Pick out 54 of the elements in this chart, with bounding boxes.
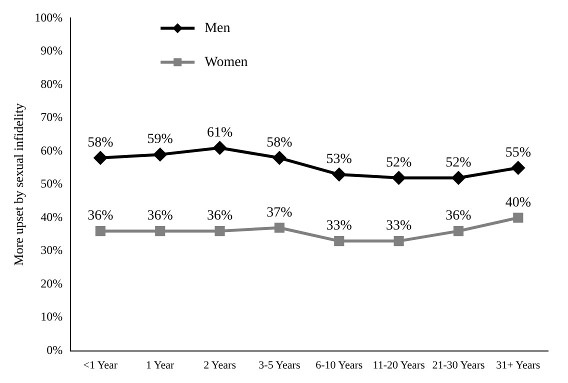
data-label: 58% (266, 136, 293, 151)
y-tick-label: 10% (40, 310, 63, 324)
data-label: 40% (505, 195, 532, 210)
x-tick-label: 21-30 Years (432, 359, 485, 372)
data-label: 53% (326, 152, 352, 168)
legend-label: Men (204, 20, 230, 36)
data-label: 61% (206, 126, 233, 141)
data-label: 55% (505, 146, 532, 161)
x-tick-label: 11-20 Years (372, 359, 425, 372)
x-tick-label: 31+ Years (496, 359, 540, 372)
data-label: 36% (206, 208, 233, 224)
y-tick-label: 90% (40, 44, 63, 58)
point (274, 222, 284, 233)
point (394, 236, 404, 246)
x-tick-label: 1 Year (146, 359, 174, 372)
point (94, 151, 107, 164)
y-tick-label: 80% (40, 76, 63, 91)
y-tick-label: 50% (40, 176, 63, 191)
point (213, 141, 226, 154)
y-axis-title: More upset by sexual infidelity (11, 102, 26, 266)
point (332, 168, 346, 182)
point (95, 226, 106, 236)
y-tick-label: 0% (46, 342, 63, 357)
point (453, 226, 464, 236)
data-label: 33% (386, 218, 412, 234)
data-label: 33% (326, 218, 352, 234)
point (272, 151, 286, 164)
point (513, 212, 524, 223)
data-label: 52% (446, 156, 472, 171)
legend-label: Women (204, 54, 248, 70)
data-label: 36% (88, 208, 114, 224)
point (334, 236, 344, 246)
y-tick-label: 30% (40, 243, 63, 258)
x-tick-label: 3-5 Years (258, 359, 300, 372)
point (214, 226, 225, 236)
data-label: 58% (88, 136, 114, 151)
data-label: 37% (266, 205, 293, 220)
point (154, 148, 167, 162)
point (452, 171, 465, 184)
y-tick-label: 20% (40, 276, 63, 290)
y-tick-label: 40% (40, 210, 63, 224)
x-tick-label: 2 Years (204, 359, 236, 372)
data-label: 36% (446, 208, 472, 224)
data-label: 59% (147, 132, 174, 148)
y-tick-label: 100% (34, 10, 63, 24)
x-tick-label: <1 Year (83, 359, 118, 372)
x-tick-label: 6-10 Years (316, 359, 363, 372)
point (512, 161, 525, 174)
point (392, 171, 406, 184)
point (155, 226, 166, 236)
data-label: 36% (147, 208, 174, 224)
y-tick-label: 60% (40, 143, 63, 158)
y-tick-label: 70% (40, 110, 63, 124)
data-label: 52% (386, 156, 412, 171)
